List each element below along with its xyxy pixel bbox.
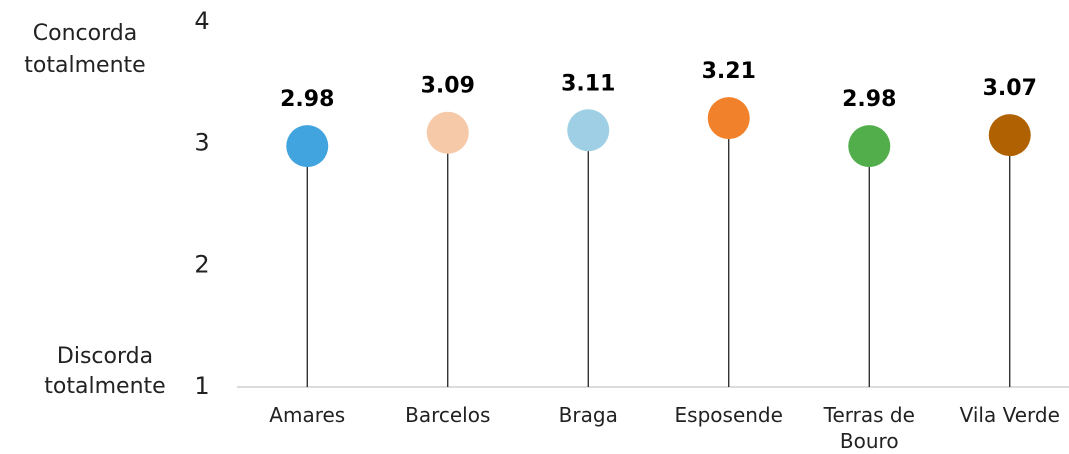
x-tick-label: Barcelos — [405, 403, 491, 427]
x-tick-label: Esposende — [674, 403, 783, 427]
value-label: 3.11 — [561, 71, 615, 96]
dot — [567, 109, 610, 152]
x-tick-label: Amares — [269, 403, 346, 427]
dot — [286, 125, 329, 168]
y-tick-label: 2 — [194, 250, 209, 278]
x-tick-label: Vila Verde — [959, 403, 1060, 427]
dot — [707, 97, 750, 140]
value-label: 2.98 — [842, 87, 896, 112]
value-label: 3.21 — [702, 59, 756, 84]
dot — [426, 111, 469, 154]
dot — [848, 125, 891, 168]
value-label: 3.09 — [421, 74, 475, 99]
value-label: 2.98 — [280, 87, 334, 112]
x-tick-label: Terras de Bouro — [823, 403, 915, 453]
y-tick-label: 3 — [194, 129, 209, 157]
value-label: 3.07 — [983, 76, 1037, 101]
y-tick-label: 1 — [194, 372, 209, 400]
y-tick-label: 4 — [194, 7, 209, 35]
y-top-label: Concorda totalmente — [24, 21, 146, 78]
dot — [988, 114, 1031, 157]
y-bottom-label: Discorda totalmente — [44, 344, 166, 399]
x-tick-label: Braga — [558, 403, 618, 427]
